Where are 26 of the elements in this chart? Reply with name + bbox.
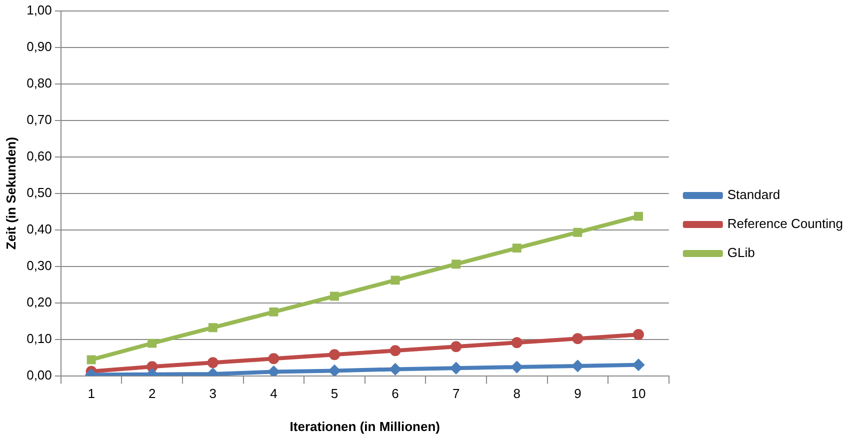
x-tick-label: 7 xyxy=(452,386,460,402)
legend-label: Standard xyxy=(727,187,780,202)
x-tick-label: 3 xyxy=(209,386,217,402)
x-tick-label: 4 xyxy=(270,386,278,402)
y-axis-title: Zeit (in Sekunden) xyxy=(3,136,18,250)
y-tick-label: 0,00 xyxy=(26,367,52,382)
y-tick-label: 0,50 xyxy=(26,184,52,200)
legend-label: Reference Counting xyxy=(727,216,844,232)
x-tick-label: 10 xyxy=(631,386,646,402)
x-tick-label: 1 xyxy=(88,386,95,402)
x-tick-label: 8 xyxy=(513,386,520,402)
x-tick-label: 6 xyxy=(392,386,399,402)
y-tick-label: 0,90 xyxy=(26,38,52,54)
legend-label: GLib xyxy=(727,245,755,260)
y-tick-label: 1,00 xyxy=(26,2,52,18)
x-tick-label: 9 xyxy=(574,386,582,402)
y-tick-label: 0,30 xyxy=(26,258,52,273)
x-tick-label: 5 xyxy=(330,386,338,402)
y-tick-label: 0,60 xyxy=(26,148,52,164)
x-axis-title: Iterationen (in Millionen) xyxy=(290,418,440,434)
y-tick-label: 0,40 xyxy=(26,221,52,236)
y-tick-label: 0,10 xyxy=(26,330,52,346)
x-tick-label: 2 xyxy=(148,386,156,402)
y-tick-label: 0,20 xyxy=(26,294,52,310)
y-tick-label: 0,70 xyxy=(26,112,52,127)
y-tick-label: 0,80 xyxy=(26,75,52,90)
